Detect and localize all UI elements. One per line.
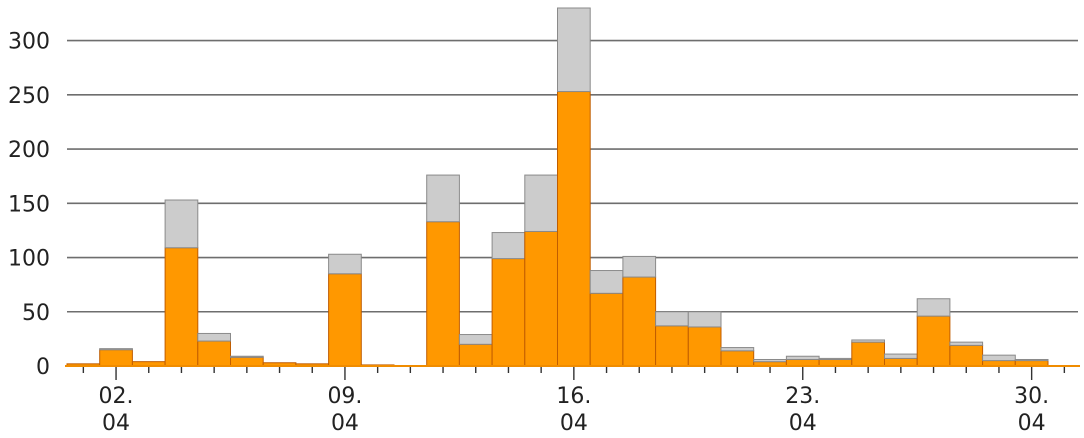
bar-day-27-upper	[916, 298, 951, 317]
bar-day-19-upper	[655, 311, 689, 327]
y-tick-label-200: 200	[8, 138, 50, 163]
bar-day-20-upper	[687, 311, 722, 328]
bar-day-25-upper	[851, 339, 885, 343]
bar-day-12-upper	[426, 174, 460, 223]
y-tick-label-300: 300	[8, 30, 50, 55]
bars	[66, 7, 1049, 367]
x-tick-label-day-30-line-1: 30.	[1014, 384, 1049, 409]
x-axis	[65, 365, 1080, 380]
y-tick-label-150: 150	[8, 192, 50, 217]
x-tick-label-day-9-line-2: 04	[331, 411, 359, 436]
bar-day-12-lower	[426, 221, 460, 367]
bar-day-15-upper	[524, 174, 558, 232]
bar-day-13-upper	[458, 334, 493, 345]
x-tick-label-day-2-line-2: 04	[102, 411, 130, 436]
bar-day-5-lower	[197, 340, 232, 367]
x-tick-label-day-16-line-1: 16.	[556, 384, 591, 409]
x-tick-label-day-30-line-2: 04	[1018, 411, 1046, 436]
bar-day-14-upper	[491, 232, 526, 260]
x-tick-label-day-2-line-1: 02.	[99, 384, 134, 409]
y-tick-label-250: 250	[8, 84, 50, 109]
bar-day-14-lower	[491, 258, 526, 367]
bar-day-25-lower	[851, 341, 885, 367]
x-tick-label-day-23-line-2: 04	[789, 411, 817, 436]
bar-day-27-lower	[916, 315, 951, 367]
bar-day-15-lower	[524, 230, 558, 367]
bar-day-20-lower	[687, 326, 722, 367]
bar-day-21-lower	[720, 350, 755, 367]
bar-day-28-lower	[949, 344, 984, 367]
bar-day-28-upper	[949, 341, 984, 346]
bar-day-2-lower	[99, 349, 133, 367]
x-tick-label-day-23-line-1: 23.	[785, 384, 820, 409]
bar-day-30-upper	[1014, 358, 1049, 362]
bar-day-17-upper	[589, 270, 624, 294]
bar-day-16-lower	[557, 91, 591, 367]
bar-day-18-upper	[622, 255, 657, 278]
bar-day-29-upper	[982, 354, 1016, 362]
bar-day-4-upper	[164, 199, 199, 249]
y-tick-label-0: 0	[36, 355, 50, 380]
x-tick-label-day-9-line-1: 09.	[327, 384, 362, 409]
bar-day-26-upper	[884, 353, 918, 359]
bar-day-6-upper	[230, 355, 264, 358]
y-tick-label-50: 50	[22, 301, 50, 326]
bar-day-17-lower	[589, 292, 624, 367]
x-tick-label-day-16-line-2: 04	[560, 411, 588, 436]
bar-day-6-lower	[230, 356, 264, 367]
bar-day-5-upper	[197, 332, 232, 342]
bar-day-21-upper	[720, 347, 755, 352]
bar-day-22-upper	[753, 358, 787, 363]
bar-day-9-upper	[328, 253, 362, 275]
bar-day-18-lower	[622, 276, 657, 367]
bar-day-2-upper	[99, 348, 133, 351]
bar-day-9-lower	[328, 273, 362, 367]
bar-day-24-upper	[818, 357, 853, 360]
bar-day-13-lower	[458, 343, 493, 367]
bar-day-26-lower	[884, 357, 918, 367]
bar-day-4-lower	[164, 247, 199, 367]
bar-day-23-upper	[785, 355, 820, 360]
bar-day-19-lower	[655, 325, 689, 367]
bar-day-16-upper	[557, 7, 591, 93]
y-axis-labels: 0 50 100 150 200 250 300	[8, 30, 50, 380]
y-tick-label-100: 100	[8, 247, 50, 272]
